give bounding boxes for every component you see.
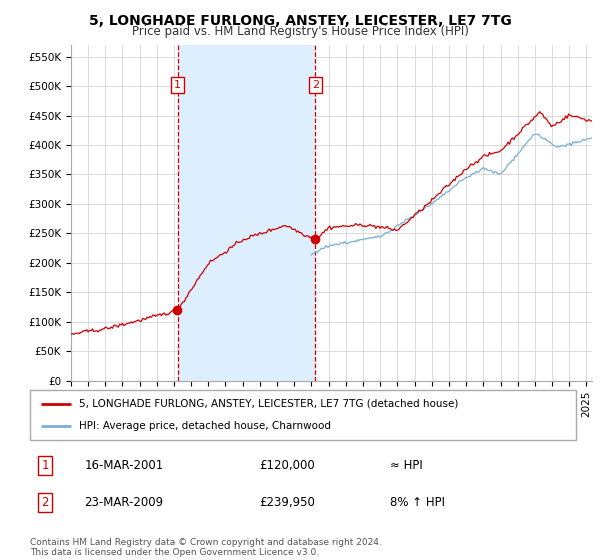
Text: £239,950: £239,950 [259,496,315,509]
Text: 2: 2 [312,80,319,90]
Text: 8% ↑ HPI: 8% ↑ HPI [391,496,445,509]
Bar [178,45,316,381]
Text: 5, LONGHADE FURLONG, ANSTEY, LEICESTER, LE7 7TG (detached house): 5, LONGHADE FURLONG, ANSTEY, LEICESTER, … [79,399,458,409]
Text: 1: 1 [41,459,49,472]
Text: HPI: Average price, detached house, Charnwood: HPI: Average price, detached house, Char… [79,421,331,431]
Text: 5, LONGHADE FURLONG, ANSTEY, LEICESTER, LE7 7TG: 5, LONGHADE FURLONG, ANSTEY, LEICESTER, … [89,14,511,28]
Text: ≈ HPI: ≈ HPI [391,459,423,472]
Text: 16-MAR-2001: 16-MAR-2001 [85,459,164,472]
Text: 23-MAR-2009: 23-MAR-2009 [85,496,164,509]
Text: 2: 2 [41,496,49,509]
Text: 1: 1 [174,80,181,90]
Text: Contains HM Land Registry data © Crown copyright and database right 2024.
This d: Contains HM Land Registry data © Crown c… [30,538,382,557]
Text: Price paid vs. HM Land Registry's House Price Index (HPI): Price paid vs. HM Land Registry's House … [131,25,469,38]
Text: £120,000: £120,000 [259,459,315,472]
